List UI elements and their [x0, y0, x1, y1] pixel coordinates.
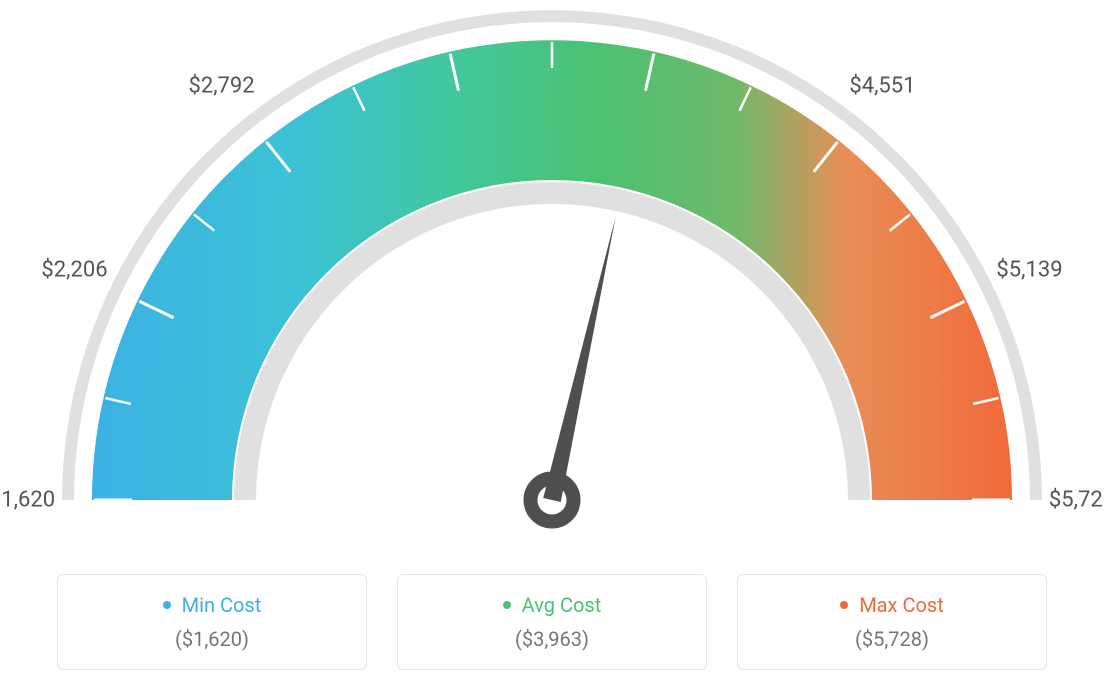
dot-icon: [503, 601, 511, 609]
legend-avg: Avg Cost ($3,963): [397, 574, 707, 670]
gauge-tick-label: $1,620: [0, 488, 55, 513]
legend-max-title: Max Cost: [758, 593, 1026, 617]
gauge-tick-label: $2,792: [188, 73, 254, 98]
legend-avg-value: ($3,963): [418, 627, 686, 651]
legend-max: Max Cost ($5,728): [737, 574, 1047, 670]
legend-avg-label: Avg Cost: [522, 593, 602, 617]
legend-max-label: Max Cost: [859, 593, 944, 617]
dot-icon: [840, 601, 848, 609]
legend-min-label: Min Cost: [182, 593, 262, 617]
legend-avg-title: Avg Cost: [418, 593, 686, 617]
gauge-tick-label: $5,139: [996, 258, 1062, 283]
gauge-chart: $1,620$2,206$2,792$3,963$4,551$5,139$5,7…: [0, 0, 1104, 560]
legend-min-title: Min Cost: [78, 593, 346, 617]
dot-icon: [163, 601, 171, 609]
gauge-tick-label: $2,206: [41, 258, 107, 283]
gauge-tick-label: $5,728: [1049, 488, 1104, 513]
gauge-tick-label: $4,551: [849, 73, 915, 98]
legend-min: Min Cost ($1,620): [57, 574, 367, 670]
legend-row: Min Cost ($1,620) Avg Cost ($3,963) Max …: [0, 574, 1104, 670]
gauge-svg: [0, 0, 1104, 560]
legend-max-value: ($5,728): [758, 627, 1026, 651]
legend-min-value-text: ($1,620): [78, 627, 346, 651]
